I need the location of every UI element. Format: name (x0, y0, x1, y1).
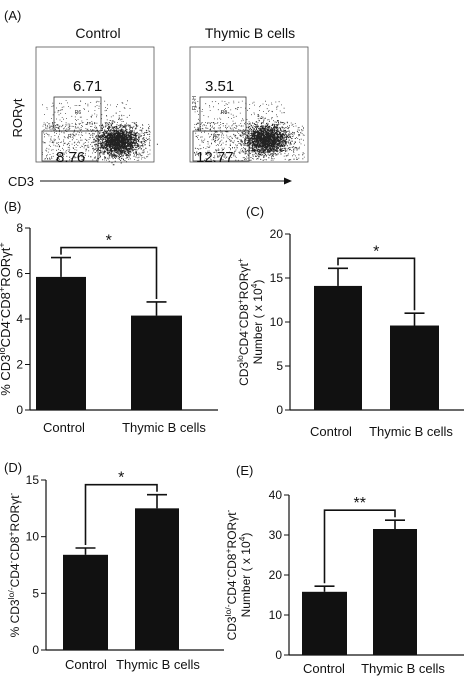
y-tick-label: 0 (32, 643, 39, 657)
y-tick-label: 5 (32, 586, 39, 600)
panel-b-letter: (B) (4, 199, 21, 214)
flow-gate-thymic-upper-value: 3.51 (205, 78, 234, 95)
panel-e-letter: (E) (236, 463, 253, 478)
flow-event-dots (194, 100, 305, 161)
x-category-label: Control (43, 420, 85, 435)
flow-plot-thymic-title: Thymic B cells (205, 25, 295, 41)
flow-gate-thymic-lower (192, 130, 250, 162)
bar-control (314, 285, 362, 410)
y-tick-label: 0 (16, 403, 23, 417)
flow-plot-thymic-scatter (194, 100, 305, 161)
y-axis-label-units: Number ( x 104) (237, 533, 253, 618)
bar-thymic-b-cells (373, 529, 417, 655)
significance-bracket (337, 257, 416, 311)
bar-chart-d: 0 5 10 15 * Control Thymic B cells % CD3lo/-CD4… (6, 470, 224, 672)
y-tick-label: 15 (26, 473, 40, 487)
flow-x-axis-arrowhead (284, 177, 292, 185)
y-tick-label: 10 (269, 608, 283, 622)
flow-gate-tag: R6 (75, 110, 82, 116)
flow-gate-thymic-lower-value: 12.77 (196, 149, 234, 166)
y-axis-label: CD3lo/-CD4-CD8+RORγt- (223, 509, 239, 640)
flow-gate-tag: R6 (221, 110, 228, 116)
x-category-label: Thymic B cells (361, 661, 445, 676)
panel-a-letter: (A) (4, 8, 21, 23)
flow-plot-control-title: Control (75, 25, 120, 41)
significance-bracket (323, 509, 396, 584)
y-tick-label: 0 (276, 403, 283, 417)
significance-label: * (106, 233, 112, 250)
bar-thymic-b-cells (131, 315, 182, 410)
significance-bracket (84, 483, 158, 545)
significance-bracket (60, 246, 158, 299)
panel-c-letter: (C) (246, 204, 264, 219)
x-category-label: Control (310, 424, 352, 439)
x-category-label: Thymic B cells (122, 420, 206, 435)
bar-thymic-b-cells (390, 325, 439, 410)
bar-chart-b: 0 2 4 6 8 * Control Thymic B cells % CD3loCD4-CD… (0, 221, 218, 435)
y-axis-label: % CD3lo/-CD4-CD8+RORγt- (6, 492, 22, 637)
y-tick-label: 10 (26, 530, 40, 544)
flow-gate-tag: R7 (68, 134, 75, 140)
x-category-label: Thymic B cells (116, 657, 200, 672)
y-tick-label: 40 (269, 488, 283, 502)
flow-gate-tag: R7 (213, 134, 220, 140)
y-tick-label: 20 (269, 568, 283, 582)
x-category-label: Thymic B cells (369, 424, 453, 439)
flow-plot-thymic-frame (189, 46, 309, 163)
panel-a: (A) Control Thymic B cells RORγt R6 R7 6… (4, 8, 309, 189)
y-tick-label: 20 (270, 227, 284, 241)
y-axis-label: % CD3loCD4-CD8+RORγt+ (0, 242, 13, 396)
flow-event-dots (42, 100, 158, 166)
significance-label: * (118, 470, 124, 487)
flow-x-axis-label: CD3 (8, 174, 34, 189)
bar-control (63, 554, 108, 650)
flow-gate-control-lower-value: 8.76 (56, 149, 85, 166)
y-axis-label: CD3loCD4-CD8+RORγt+ (235, 258, 251, 386)
y-axis-label-units: Number ( x 104) (249, 280, 265, 365)
bar-chart-e: 0 10 20 30 40 ** Control Thymic B cells CD3lo/-C… (223, 488, 464, 676)
y-tick-label: 2 (16, 358, 23, 372)
bar-control (302, 591, 347, 655)
y-tick-label: 6 (16, 267, 23, 281)
bar-chart-c: 0 5 10 15 20 * Control Thymic B cells CD3loCD4-C… (235, 227, 464, 439)
y-tick-label: 10 (270, 315, 284, 329)
bar-thymic-b-cells (135, 508, 179, 650)
x-category-label: Control (303, 661, 345, 676)
y-tick-label: 8 (16, 221, 23, 235)
flow-gate-control-upper-value: 6.71 (73, 78, 102, 95)
flow-y-axis-label: RORγt (10, 98, 25, 137)
y-tick-label: 0 (275, 648, 282, 662)
flow-plot-control-scatter (42, 100, 158, 166)
significance-label: * (373, 243, 379, 260)
flow-plot-control-frame (35, 46, 155, 163)
y-tick-label: 30 (269, 528, 283, 542)
significance-label: ** (354, 495, 366, 512)
flow-side-tag: FL2-H (192, 96, 198, 110)
panel-d-letter: (D) (4, 460, 22, 475)
y-tick-label: 15 (270, 271, 284, 285)
y-tick-label: 4 (16, 312, 23, 326)
x-category-label: Control (65, 657, 107, 672)
flow-gate-control-lower (41, 130, 99, 162)
bar-control (36, 276, 86, 410)
y-tick-label: 5 (276, 359, 283, 373)
